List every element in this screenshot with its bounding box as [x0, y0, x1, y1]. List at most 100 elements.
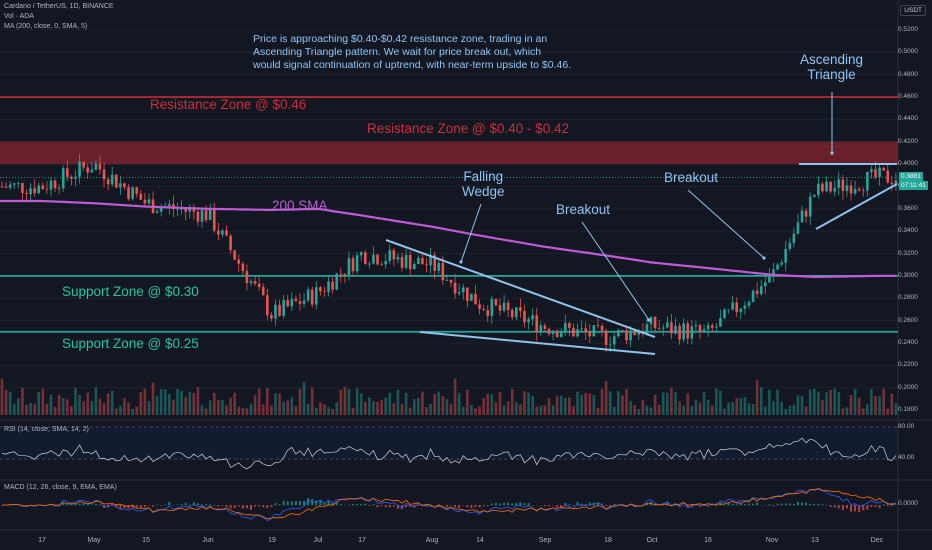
volume-bar — [310, 387, 314, 415]
last-price-badge: 0.3881 — [899, 172, 923, 181]
volume-bar — [494, 401, 498, 415]
candle-body — [437, 262, 441, 271]
volume-bar — [433, 393, 436, 415]
volume-bar — [535, 406, 539, 415]
macd-histogram-bar — [862, 505, 865, 511]
macd-histogram-bar — [531, 505, 534, 506]
volume-bar — [490, 394, 494, 415]
macd-histogram-bar — [609, 505, 612, 507]
macd-histogram-bar — [356, 504, 359, 506]
macd-histogram-bar — [739, 502, 742, 506]
volume-bar — [282, 401, 285, 415]
macd-histogram-bar — [335, 502, 338, 506]
candle-body — [355, 255, 359, 272]
volume-bar — [217, 400, 220, 415]
volume-bar — [29, 402, 32, 415]
price-tick: 0.5200 — [898, 26, 918, 33]
candle-body — [147, 199, 151, 204]
macd-histogram-bar — [147, 505, 150, 506]
macd-histogram-bar — [511, 503, 514, 506]
macd-histogram-bar — [756, 502, 759, 506]
price-tick: 0.3200 — [898, 249, 918, 257]
candle-body — [466, 287, 469, 301]
falling-wedge-line-2: Wedge — [462, 184, 505, 199]
resistance-040-label: Resistance Zone @ $0.40 - $0.42 — [367, 121, 570, 136]
candle-body — [192, 208, 196, 212]
volume-bar — [408, 407, 412, 415]
trendlines — [385, 92, 898, 355]
date-tick: 17 — [358, 537, 366, 544]
macd-histogram-bar — [290, 501, 293, 506]
macd-histogram-bar — [417, 505, 420, 506]
candle-body — [772, 269, 775, 275]
volume-bar — [739, 398, 743, 415]
candle-body — [184, 208, 187, 212]
volume-bar — [833, 388, 836, 415]
macd-legend: MACD (12, 26, close, 9, EMA, EMA) — [4, 484, 117, 491]
candle-body — [629, 330, 632, 341]
date-tick: Aug — [425, 537, 439, 544]
candle-body — [568, 322, 571, 328]
candle-body — [274, 304, 277, 319]
volume-bar — [290, 397, 294, 415]
macd-histogram-bar — [894, 504, 897, 506]
macd-histogram-bar — [850, 505, 853, 512]
volume-bar — [396, 389, 400, 415]
macd-histogram-bar — [196, 503, 199, 506]
volume-bar — [8, 391, 12, 415]
candle-body — [686, 323, 690, 339]
candle-body — [776, 264, 779, 270]
macd-histogram-bar — [874, 505, 877, 507]
macd-histogram-bar — [743, 503, 746, 506]
macd-histogram-bar — [841, 505, 844, 511]
candle-body — [612, 336, 616, 345]
macd-histogram-bar — [858, 505, 861, 513]
volume-bar — [486, 393, 490, 415]
macd-histogram-bar — [572, 505, 575, 507]
volume-bar — [849, 395, 853, 415]
volume-bar — [657, 404, 661, 415]
volume-bar — [698, 402, 702, 415]
volume-bar — [445, 399, 449, 415]
volume-bar — [106, 393, 110, 415]
volume-bar — [17, 398, 20, 415]
volume-bar — [621, 395, 624, 415]
candle-body — [229, 235, 232, 251]
candle-body — [580, 328, 583, 330]
candle-body — [45, 189, 49, 190]
volume-bar — [592, 394, 596, 415]
candle-body — [49, 180, 53, 190]
volume-bar — [804, 406, 808, 415]
volume-bar — [41, 388, 45, 415]
volume-bar — [629, 401, 632, 415]
candle-body — [502, 302, 506, 311]
volume-bar — [388, 392, 392, 415]
date-tick: Nov — [765, 537, 779, 544]
falling-wedge-line-1: Falling — [463, 169, 504, 184]
volume-bar — [123, 398, 126, 415]
candle-body — [445, 279, 449, 281]
candle-body — [294, 298, 298, 302]
volume-bar — [82, 401, 85, 415]
volume-bar — [335, 402, 339, 415]
currency-button[interactable]: USDT — [900, 5, 926, 16]
volume-bar — [351, 407, 355, 415]
candle-body — [747, 302, 751, 306]
price-tick: 0.2200 — [898, 361, 918, 369]
candle-body — [8, 184, 12, 188]
macd-histogram-bar — [625, 505, 628, 506]
volume-bar — [363, 401, 367, 415]
candle-body — [878, 167, 881, 178]
candle-body — [433, 255, 436, 271]
candle-body — [323, 291, 326, 293]
ascending-triangle-line-1: Ascending — [800, 52, 864, 67]
macd-histogram-bar — [429, 505, 432, 507]
macd-histogram-bar — [515, 502, 518, 506]
volume-bar — [114, 408, 118, 415]
candle-body — [331, 281, 334, 290]
volume-bar — [506, 401, 510, 415]
ascending-triangle-label: Ascending Triangle — [800, 52, 863, 82]
candle-body — [633, 330, 636, 335]
candle-body — [298, 301, 302, 304]
